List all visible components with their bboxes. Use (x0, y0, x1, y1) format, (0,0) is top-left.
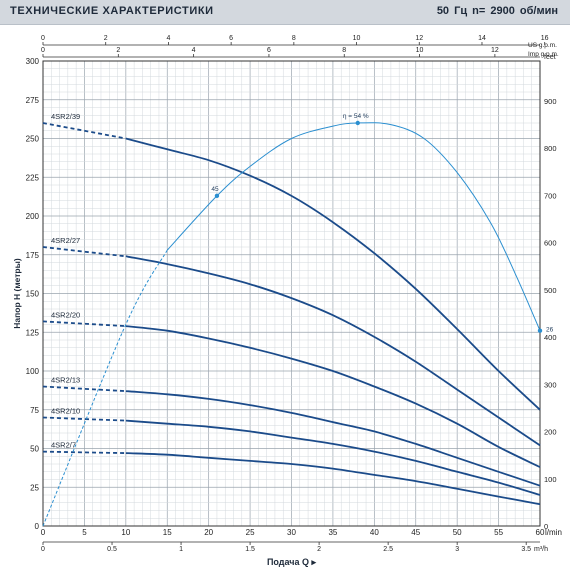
curve-4sr2-27 (125, 255, 541, 447)
feet-tick-label: 300 (544, 380, 557, 389)
chart-title: ТЕХНИЧЕСКИЕ ХАРАКТЕРИСТИКИ (10, 5, 214, 17)
y-tick-label: 225 (26, 173, 40, 182)
x-tick-label: 35 (328, 528, 337, 537)
x-tick-label: 0 (41, 528, 46, 537)
us-gpm-tick-label: 4 (166, 35, 170, 42)
efficiency-marker (537, 328, 543, 333)
x-tick-label: 20 (204, 528, 213, 537)
frequency-rpm: 50 Гц n= 2900 об/мин (436, 5, 558, 17)
x-tick-label: 30 (287, 528, 296, 537)
m3h-tick-label: 0 (41, 546, 45, 553)
feet-axis-label: feet (544, 54, 556, 61)
curve-4sr2-7-dashed (42, 450, 126, 454)
x-unit-label: l/min (545, 528, 562, 537)
y-tick-label: 175 (26, 251, 40, 260)
feet-tick-label: 400 (544, 333, 557, 342)
x-tick-label: 25 (246, 528, 255, 537)
m3h-tick-label: 3 (455, 546, 459, 553)
x-tick-label: 15 (163, 528, 172, 537)
x-tick-label: 50 (453, 528, 462, 537)
curve-4sr2-27-dashed (42, 246, 126, 258)
imp-gpm-tick-label: 4 (192, 47, 196, 54)
us-gpm-tick-label: 14 (478, 35, 486, 42)
m3h-tick-label: 2 (317, 546, 321, 553)
us-gpm-tick-label: 12 (415, 35, 423, 42)
y-tick-label: 0 (35, 522, 40, 531)
efficiency-marker-label: 45 (211, 186, 219, 193)
m3h-tick-label: 0.5 (107, 546, 117, 553)
efficiency-marker-label: 26 (546, 327, 554, 334)
feet-tick-label: 600 (544, 239, 557, 248)
curve-4sr2-13-dashed (42, 385, 126, 392)
curve-4sr2-7 (125, 452, 541, 506)
curve-4sr2-39 (125, 137, 541, 411)
curve-4sr2-10-dashed (42, 416, 126, 422)
imp-gpm-tick-label: 8 (342, 47, 346, 54)
imp-gpm-tick-label: 10 (416, 47, 424, 54)
y-tick-label: 275 (26, 96, 40, 105)
efficiency-curve-dashed (42, 249, 168, 527)
m3h-tick-label: 3.5 (521, 546, 531, 553)
feet-tick-label: 900 (544, 97, 557, 106)
us-gpm-tick-label: 2 (104, 35, 108, 42)
efficiency-marker (214, 193, 220, 199)
y-tick-label: 200 (26, 212, 40, 221)
curve-4sr2-20 (125, 325, 541, 468)
y-tick-label: 75 (30, 406, 39, 415)
x-tick-label: 10 (121, 528, 130, 537)
efficiency-curve (166, 122, 541, 331)
efficiency-marker (355, 120, 360, 126)
us-gpm-tick-label: 16 (541, 35, 549, 42)
y-tick-label: 250 (26, 135, 40, 144)
grid (42, 60, 541, 527)
us-gpm-tick-label: 10 (353, 35, 361, 42)
curve-4sr2-10 (125, 419, 541, 496)
m3h-axis-label: m³/h (534, 546, 548, 553)
y-tick-label: 25 (30, 483, 39, 492)
curve-label-4sr2-7: 4SR2/7 (51, 441, 76, 450)
imp-gpm-tick-label: 2 (116, 47, 120, 54)
x-axis-title: Подача Q ▸ (267, 557, 317, 567)
y-tick-label: 150 (26, 290, 40, 299)
x-tick-label: 60 (536, 528, 545, 537)
y-tick-label: 50 (30, 445, 39, 454)
plot-frame (42, 60, 541, 527)
us-gpm-tick-label: 0 (41, 35, 45, 42)
curve-label-4sr2-27: 4SR2/27 (51, 236, 80, 245)
feet-tick-label: 800 (544, 144, 557, 153)
x-tick-label: 45 (411, 528, 420, 537)
y-tick-label: 300 (26, 57, 40, 66)
curve-4sr2-39-dashed (42, 122, 126, 140)
imp-gpm-tick-label: 0 (41, 47, 45, 54)
curve-label-4sr2-20: 4SR2/20 (51, 310, 80, 319)
curve-4sr2-13 (125, 390, 541, 487)
feet-tick-label: 500 (544, 286, 557, 295)
curve-4sr2-20-dashed (42, 320, 126, 327)
us-gpm-axis-label: US g.p.m. (528, 42, 557, 49)
y-tick-label: 100 (26, 367, 40, 376)
x-tick-label: 40 (370, 528, 379, 537)
curve-label-4sr2-10: 4SR2/10 (51, 407, 80, 416)
m3h-tick-label: 1 (179, 546, 183, 553)
imp-gpm-tick-label: 12 (491, 47, 499, 54)
feet-tick-label: 100 (544, 475, 557, 484)
x-tick-label: 55 (494, 528, 503, 537)
us-gpm-tick-label: 6 (229, 35, 233, 42)
m3h-tick-label: 1.5 (245, 546, 255, 553)
y-tick-label: 125 (26, 328, 40, 337)
imp-gpm-axis-label: Imp g.p.m. (528, 51, 559, 58)
m3h-tick-label: 2.5 (383, 546, 393, 553)
efficiency-marker-label: η = 54 % (343, 113, 369, 120)
us-gpm-tick-label: 8 (292, 35, 296, 42)
feet-tick-label: 700 (544, 191, 557, 200)
feet-tick-label: 0 (544, 522, 548, 531)
feet-tick-label: 200 (544, 428, 557, 437)
curve-label-4sr2-39: 4SR2/39 (51, 112, 80, 121)
curve-label-4sr2-13: 4SR2/13 (51, 376, 80, 385)
x-tick-label: 5 (82, 528, 87, 537)
y-axis-title: Напор H (метры) (12, 258, 22, 329)
chart-header: ТЕХНИЧЕСКИЕ ХАРАКТЕРИСТИКИ 50 Гц n= 2900… (0, 0, 570, 25)
imp-gpm-tick-label: 6 (267, 47, 271, 54)
